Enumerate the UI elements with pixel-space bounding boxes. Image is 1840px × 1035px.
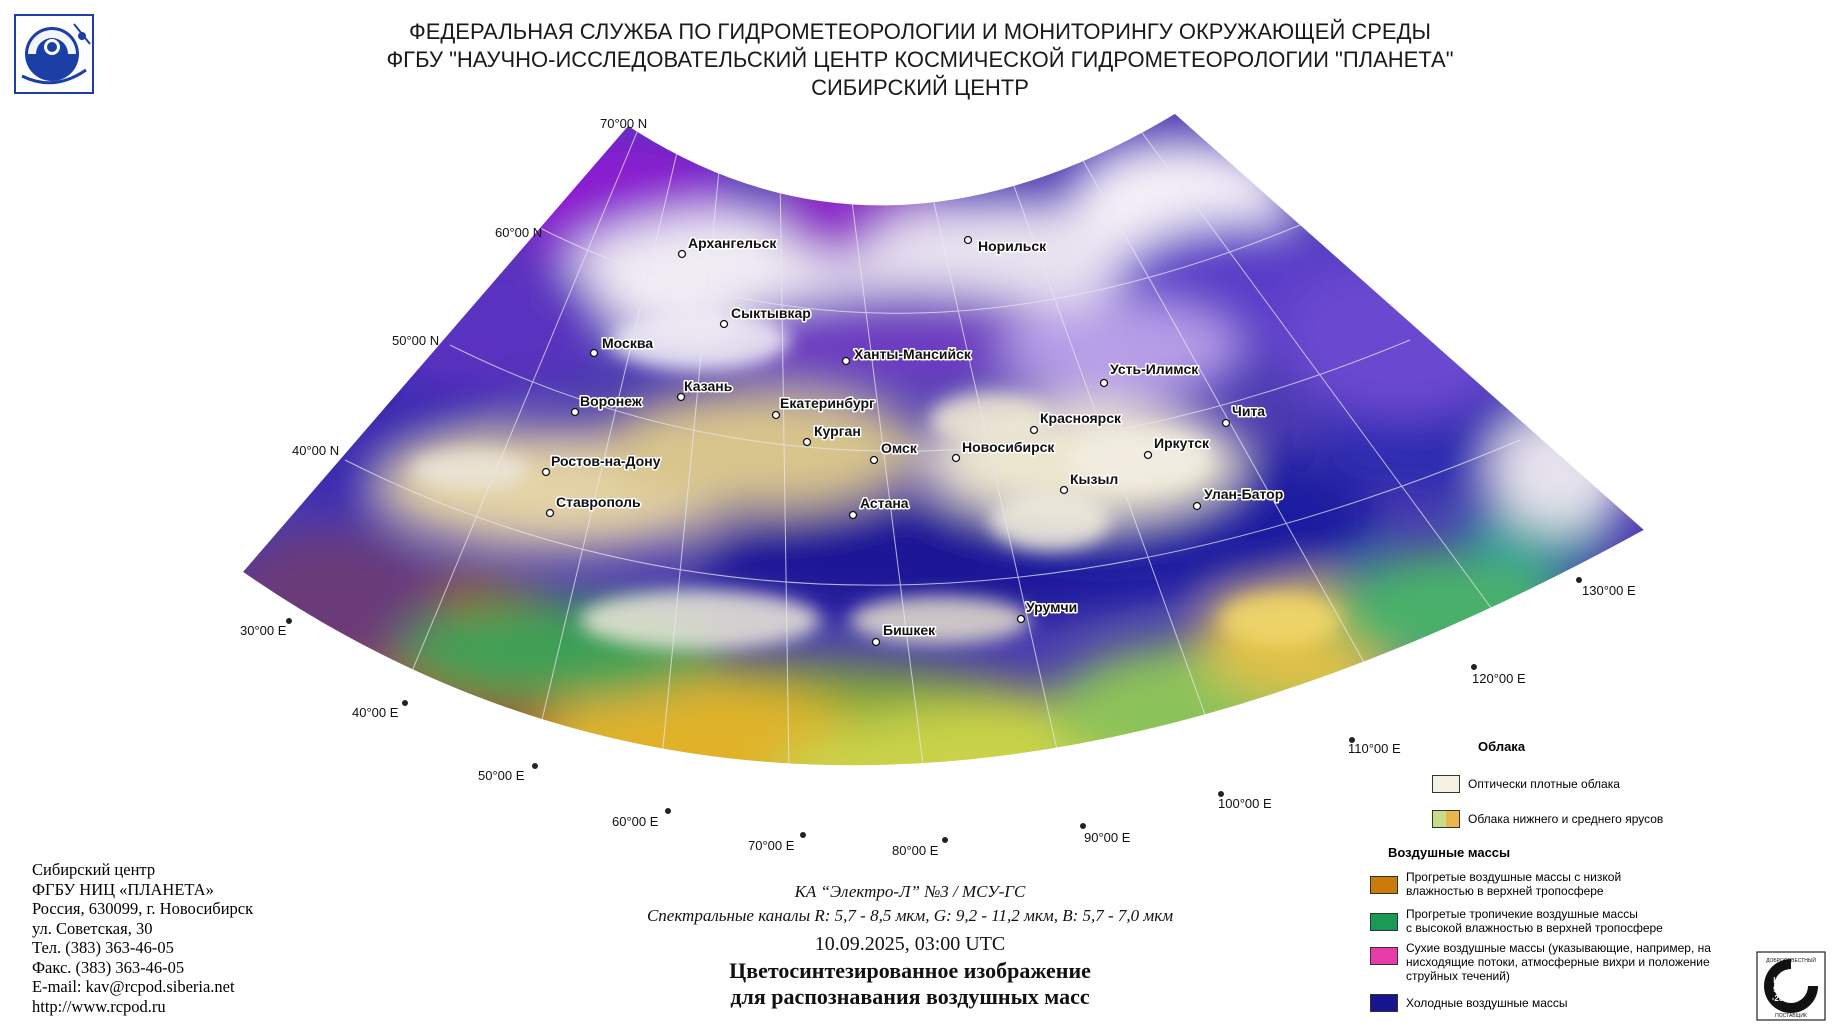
city-novosibirsk: Новосибирск bbox=[962, 439, 1055, 455]
lat-label-40n: 40°00 N bbox=[292, 443, 339, 458]
header: ФЕДЕРАЛЬНАЯ СЛУЖБА ПО ГИДРОМЕТЕОРОЛОГИИ … bbox=[140, 18, 1700, 102]
header-line-3: СИБИРСКИЙ ЦЕНТР bbox=[811, 75, 1029, 100]
legend-item-dry: Сухие воздушные массы (указывающие, напр… bbox=[1370, 941, 1711, 983]
legend-label: Холодные воздушные массы bbox=[1406, 996, 1568, 1010]
lon-label-80e: 80°00 E bbox=[892, 843, 939, 858]
legend-swatch bbox=[1370, 913, 1398, 931]
lat-label-70n: 70°00 N bbox=[600, 116, 647, 131]
contact-line: ФГБУ НИЦ «ПЛАНЕТА» bbox=[32, 879, 214, 899]
lon-label-50e: 50°00 E bbox=[478, 768, 525, 783]
lon-label-90e: 90°00 E bbox=[1084, 830, 1131, 845]
legend-label: Оптически плотные облака bbox=[1468, 777, 1620, 791]
cert-9001: 9001 bbox=[1773, 985, 1791, 994]
city-krasnoyarsk: Красноярск bbox=[1040, 410, 1122, 426]
contact-line: Сибирский центр bbox=[32, 860, 156, 879]
city-bishkek: Бишкек bbox=[883, 622, 936, 638]
lon-label-60e: 60°00 E bbox=[612, 814, 659, 829]
legend-air-title: Воздушные массы bbox=[1388, 845, 1511, 860]
city-ust-ilimsk: Усть-Илимск bbox=[1110, 361, 1199, 377]
legend-label: нисходящие потоки, атмосферные вихри и п… bbox=[1406, 955, 1710, 969]
legend-clouds-title: Облака bbox=[1478, 739, 1526, 754]
image-caption: КА “Электро-Л” №3 / МСУ-ГС Спектральные … bbox=[560, 880, 1260, 1010]
lat-label-60n: 60°00 N bbox=[495, 225, 542, 240]
city-arkhangelsk: Архангельск bbox=[688, 235, 777, 251]
city-khanty-mansiysk: Ханты-Мансийск bbox=[854, 346, 972, 362]
image-datetime: 10.09.2025, 03:00 UTC bbox=[814, 933, 1006, 955]
cert-bottom-text: ПОСТАВЩИК bbox=[1775, 1013, 1807, 1019]
cert-top-text: ДОБРОСОВЕСТНЫЙ bbox=[1766, 956, 1816, 964]
city-ulaanbaatar: Улан-Батор bbox=[1204, 486, 1283, 502]
city-kazan: Казань bbox=[684, 378, 733, 394]
lon-label-110e: 110°00 E bbox=[1348, 741, 1401, 756]
spectral-channels: Спектральные каналы R: 5,7 - 8,5 мкм, G:… bbox=[646, 906, 1174, 925]
graticule bbox=[242, 124, 1521, 767]
city-syktyvkar: Сыктывкар bbox=[731, 305, 811, 321]
city-irkutsk: Иркутск bbox=[1154, 435, 1210, 451]
legend-label: с высокой влажностью в верхней тропосфер… bbox=[1406, 921, 1663, 935]
city-moscow: Москва bbox=[602, 335, 653, 351]
contact-info: Сибирский центр ФГБУ НИЦ «ПЛАНЕТА» Росси… bbox=[32, 860, 253, 1016]
legend-swatch bbox=[1432, 775, 1460, 793]
city-urumqi: Урумчи bbox=[1026, 599, 1077, 615]
city-kurgan: Курган bbox=[814, 423, 861, 439]
legend-swatch bbox=[1370, 876, 1398, 894]
legend-label: Сухие воздушные массы (указывающие, напр… bbox=[1406, 941, 1711, 955]
contact-line: Россия, 630099, г. Новосибирск bbox=[32, 899, 254, 918]
city-yekaterinburg: Екатеринбург bbox=[780, 395, 875, 411]
satellite-name: КА “Электро-Л” №3 / МСУ-ГС bbox=[794, 882, 1026, 901]
legend-label: влажностью в верхней тропосфере bbox=[1406, 884, 1604, 898]
legend-swatch bbox=[1370, 994, 1398, 1012]
legend-label: Прогретые тропичекие воздушные массы bbox=[1406, 907, 1638, 921]
contact-website: http://www.rcpod.ru bbox=[32, 996, 166, 1016]
city-rostov-on-don: Ростов-на-Дону bbox=[551, 453, 661, 469]
header-line-2: ФГБУ "НАУЧНО-ИССЛЕДОВАТЕЛЬСКИЙ ЦЕНТР КОС… bbox=[386, 47, 1454, 72]
contact-email: E-mail: kav@rcpod.siberia.net bbox=[32, 977, 235, 996]
legend-swatch bbox=[1432, 810, 1460, 828]
city-kyzyl: Кызыл bbox=[1070, 471, 1118, 487]
contact-line: ул. Советская, 30 bbox=[32, 918, 153, 938]
lon-label-40e: 40°00 E bbox=[352, 705, 399, 720]
legend-item-cold: Холодные воздушные массы bbox=[1370, 994, 1568, 1012]
legend-label: струйных течений) bbox=[1406, 969, 1510, 983]
lon-label-70e: 70°00 E bbox=[748, 838, 795, 853]
iso-certification-badge: ДОБРОСОВЕСТНЫЙ ИСО 9001 -2015 ПОСТАВЩИК bbox=[1756, 951, 1826, 1021]
legend-label: Облака нижнего и среднего ярусов bbox=[1468, 812, 1664, 826]
lon-label-130e: 130°00 E bbox=[1582, 583, 1636, 598]
legend-swatch bbox=[1370, 947, 1398, 965]
city-astana: Астана bbox=[860, 495, 909, 511]
city-chita: Чита bbox=[1232, 403, 1265, 419]
planeta-logo bbox=[14, 14, 94, 94]
city-voronezh: Воронеж bbox=[580, 393, 643, 409]
city-norilsk: Норильск bbox=[978, 238, 1047, 254]
cert-2015: -2015 bbox=[1772, 994, 1793, 1003]
legend-item-warm-dry: Прогретые воздушные массы с низкой влажн… bbox=[1370, 870, 1621, 898]
contact-fax: Факс. (383) 363-46-05 bbox=[32, 957, 185, 977]
legend-label: Прогретые воздушные массы с низкой bbox=[1406, 870, 1622, 884]
city-stavropol: Ставрополь bbox=[556, 494, 641, 510]
contact-phone: Тел. (383) 363-46-05 bbox=[32, 938, 174, 957]
legend-item-dense-clouds: Оптически плотные облака bbox=[1432, 775, 1620, 793]
map-frame bbox=[240, 112, 1647, 767]
lat-label-50n: 50°00 N bbox=[392, 333, 439, 348]
legend-item-low-mid-clouds: Облака нижнего и среднего ярусов bbox=[1432, 810, 1663, 828]
image-title-line-2: для распознавания воздушных масс bbox=[730, 984, 1090, 1009]
city-markers bbox=[541, 235, 1231, 647]
cert-iso: ИСО bbox=[1773, 976, 1791, 985]
header-line-1: ФЕДЕРАЛЬНАЯ СЛУЖБА ПО ГИДРОМЕТЕОРОЛОГИИ … bbox=[409, 19, 1431, 44]
lon-label-100e: 100°00 E bbox=[1218, 796, 1272, 811]
lon-label-30e: 30°00 E bbox=[240, 623, 287, 638]
city-omsk: Омск bbox=[881, 440, 918, 456]
legend-item-tropical: Прогретые тропичекие воздушные массы с в… bbox=[1370, 907, 1663, 935]
image-title-line-1: Цветосинтезированное изображение bbox=[729, 958, 1091, 983]
lon-label-120e: 120°00 E bbox=[1472, 671, 1526, 686]
